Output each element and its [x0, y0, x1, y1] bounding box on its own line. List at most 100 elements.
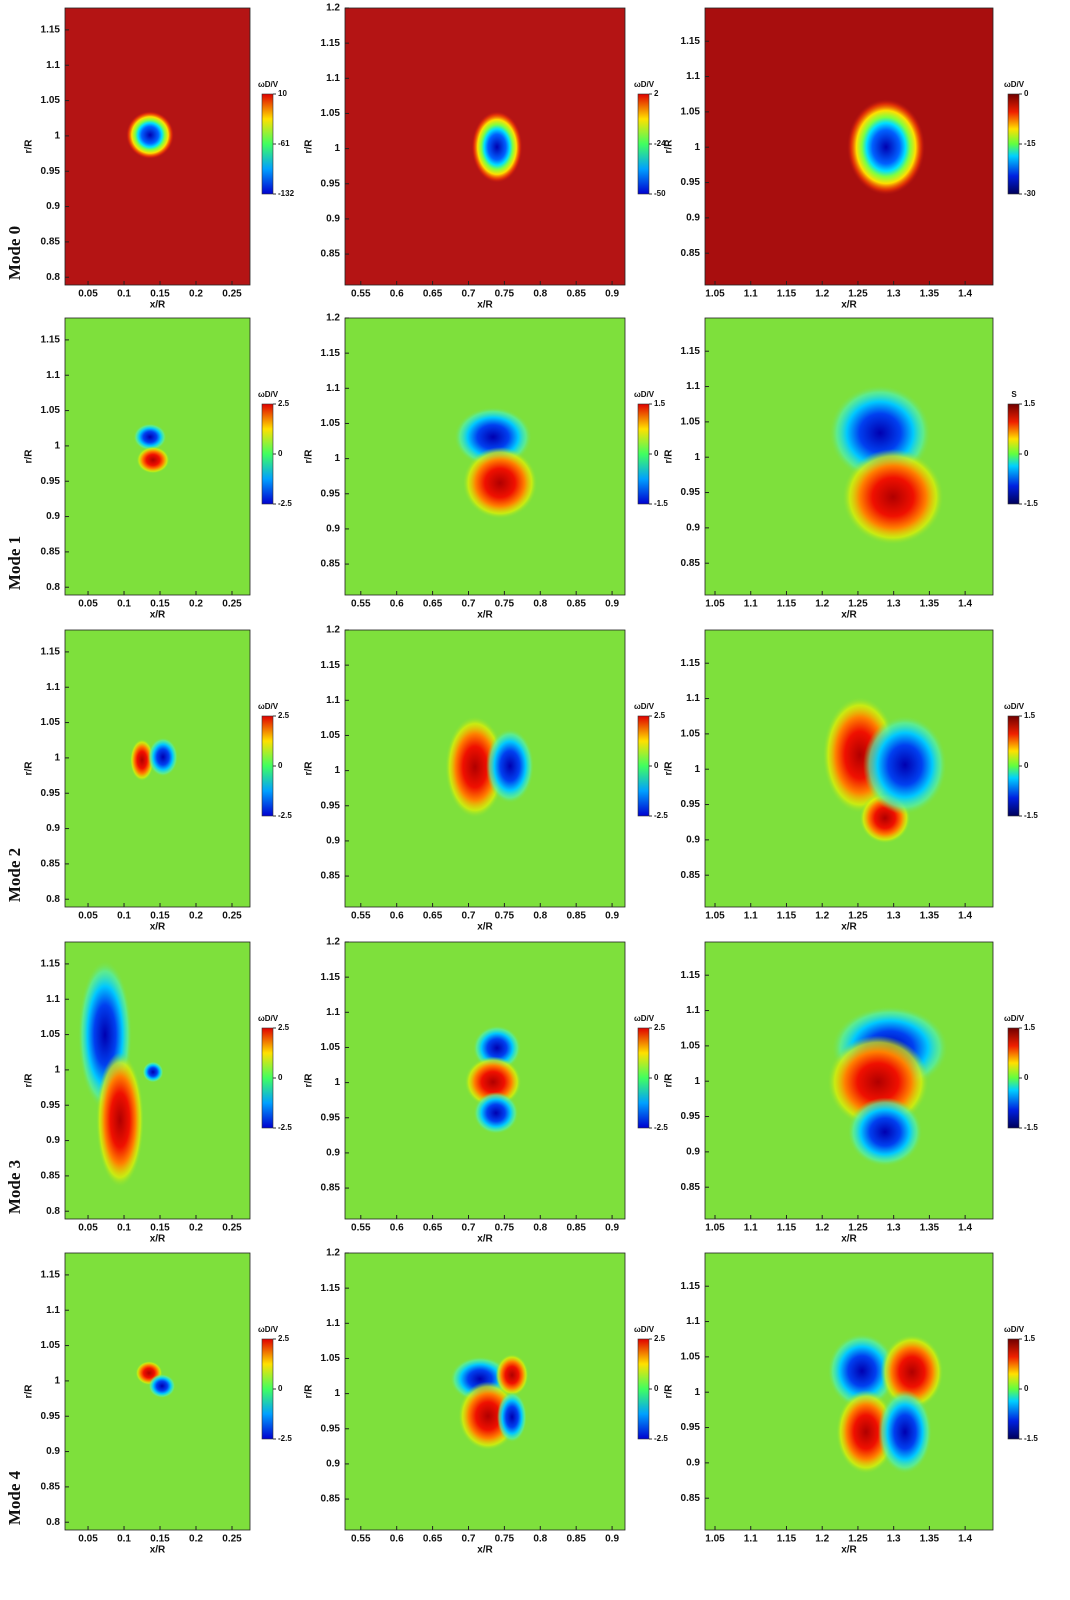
- plot-frame: [344, 7, 626, 286]
- y-tick-label: 1: [694, 764, 700, 775]
- x-tick-label: 0.25: [222, 911, 242, 922]
- x-tick-label: 1.15: [777, 289, 797, 300]
- plot-frame: [344, 1252, 626, 1531]
- x-tick-label: 0.7: [462, 1223, 476, 1234]
- y-tick-label: 1: [334, 1388, 340, 1399]
- x-tick-label: 1.15: [777, 911, 797, 922]
- colorbar-tick-label: 0: [278, 1384, 283, 1393]
- vortex-patch: [142, 1061, 164, 1083]
- colorbar-tick-label: -2.5: [654, 811, 668, 820]
- colorbar-label: ωD/V: [1004, 702, 1025, 711]
- x-tick-label: 0.05: [78, 289, 98, 300]
- x-tick-label: 0.15: [150, 289, 170, 300]
- colorbar-tick-label: -15: [1024, 139, 1036, 148]
- y-tick-label: 1.15: [41, 647, 61, 658]
- y-tick-label: 1.05: [321, 1042, 341, 1053]
- x-tick-label: 1.35: [920, 911, 940, 922]
- x-axis-label: x/R: [841, 610, 857, 621]
- x-axis-label: x/R: [150, 1234, 166, 1245]
- y-tick-label: 1.05: [681, 1352, 701, 1363]
- y-tick-label: 0.95: [41, 166, 61, 177]
- y-axis-label: r/R: [24, 1384, 35, 1399]
- x-tick-label: 1.1: [744, 1223, 758, 1234]
- row-label: Mode 0: [5, 226, 24, 280]
- y-tick-label: 1: [694, 1387, 700, 1398]
- colorbar-tick-label: 0: [1024, 1073, 1029, 1082]
- x-axis-label: x/R: [150, 1545, 166, 1556]
- y-tick-label: 1.1: [686, 1316, 700, 1327]
- y-tick-label: 1.05: [321, 418, 341, 429]
- x-tick-label: 0.8: [533, 1223, 547, 1234]
- plot-frame: [704, 941, 994, 1220]
- x-tick-label: 1.2: [815, 289, 829, 300]
- panel: 0.05 0.1 0.15 0.2 0.25 0.8 0.85 0.9 0.95 1 1.05 1.1…: [24, 1252, 292, 1556]
- row-label: Mode 3: [5, 1160, 24, 1214]
- panel: 0.55 0.6 0.65 0.7 0.75 0.8 0.85 0.9 0.85 0.9 0.95 1…: [304, 313, 669, 621]
- panel: 0.05 0.1 0.15 0.2 0.25 0.8 0.85 0.9 0.95 1 1.05 1.1…: [24, 629, 292, 933]
- colorbar-tick-label: 2.5: [278, 711, 290, 720]
- colorbar-label: ωD/V: [1004, 80, 1025, 89]
- y-tick-label: 0.85: [321, 871, 341, 882]
- x-tick-label: 1.35: [920, 1534, 940, 1545]
- y-axis-label: r/R: [664, 449, 675, 464]
- x-tick-label: 1.05: [705, 1223, 725, 1234]
- colorbar-label: ωD/V: [634, 1325, 655, 1334]
- vortex-patch: [471, 111, 523, 183]
- x-tick-label: 1.35: [920, 599, 940, 610]
- y-axis-label: r/R: [24, 449, 35, 464]
- y-axis-label: r/R: [304, 449, 315, 464]
- x-tick-label: 1.25: [848, 289, 868, 300]
- y-tick-label: 1.15: [41, 959, 61, 970]
- x-tick-label: 0.75: [495, 1223, 515, 1234]
- x-tick-label: 0.65: [423, 911, 443, 922]
- y-tick-label: 1.15: [41, 335, 61, 346]
- x-tick-label: 0.55: [351, 1534, 371, 1545]
- x-tick-label: 0.65: [423, 289, 443, 300]
- colorbar-label: ωD/V: [1004, 1014, 1025, 1023]
- x-axis-label: x/R: [477, 610, 493, 621]
- colorbar-label: ωD/V: [634, 1014, 655, 1023]
- x-tick-label: 1.2: [815, 911, 829, 922]
- colorbar-tick-label: 2.5: [278, 1023, 290, 1032]
- vortex-patch: [130, 739, 154, 781]
- x-tick-label: 1.05: [705, 911, 725, 922]
- x-tick-label: 0.8: [533, 289, 547, 300]
- y-tick-label: 1.15: [321, 1283, 341, 1294]
- vortex-patch: [462, 447, 538, 519]
- x-tick-label: 0.65: [423, 1534, 443, 1545]
- panel: 0.05 0.1 0.15 0.2 0.25 0.8 0.85 0.9 0.95 1 1.05 1.1…: [24, 317, 292, 621]
- plot-frame: [344, 629, 626, 908]
- x-tick-label: 0.55: [351, 911, 371, 922]
- colorbar-tick-label: 0: [654, 1073, 659, 1082]
- x-tick-label: 0.7: [462, 911, 476, 922]
- panel: 1.05 1.1 1.15 1.2 1.25 1.3 1.35 1.4 0.85 0.9 0.95 1…: [664, 7, 1036, 311]
- vortex-patch: [136, 446, 170, 474]
- x-tick-label: 1.1: [744, 1534, 758, 1545]
- x-tick-label: 0.15: [150, 599, 170, 610]
- x-tick-label: 1.3: [887, 1223, 901, 1234]
- x-tick-label: 1.3: [887, 599, 901, 610]
- y-tick-label: 0.85: [321, 559, 341, 570]
- plot-frame: [344, 317, 626, 596]
- x-tick-label: 0.65: [423, 1223, 443, 1234]
- y-tick-label: 0.95: [41, 1100, 61, 1111]
- y-tick-label: 1: [54, 131, 60, 142]
- colorbar: [637, 1027, 650, 1129]
- x-tick-label: 1.25: [848, 911, 868, 922]
- y-tick-label: 0.85: [41, 547, 61, 558]
- y-tick-label: 0.8: [46, 582, 60, 593]
- y-tick-label: 0.9: [686, 1147, 700, 1158]
- colorbar-label: ωD/V: [634, 80, 655, 89]
- y-tick-label: 0.85: [321, 1494, 341, 1505]
- x-tick-label: 1.1: [744, 911, 758, 922]
- x-tick-label: 0.15: [150, 1223, 170, 1234]
- y-tick-label: 1: [334, 453, 340, 464]
- x-tick-label: 1.3: [887, 289, 901, 300]
- y-tick-label: 1.15: [321, 348, 341, 359]
- y-axis-label: r/R: [24, 139, 35, 154]
- y-tick-label: 1.15: [321, 660, 341, 671]
- colorbar-tick-label: 2.5: [278, 399, 290, 408]
- y-tick-label: 1.05: [321, 730, 341, 741]
- panel: 1.05 1.1 1.15 1.2 1.25 1.3 1.35 1.4 0.85 0.9 0.95 1…: [664, 941, 1038, 1245]
- x-tick-label: 0.75: [495, 1534, 515, 1545]
